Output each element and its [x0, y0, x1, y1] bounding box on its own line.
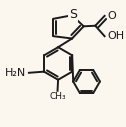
Text: S: S [69, 8, 77, 21]
Text: H₂N: H₂N [5, 68, 26, 78]
Text: OH: OH [107, 31, 125, 41]
Text: O: O [107, 11, 116, 21]
Text: CH₃: CH₃ [49, 92, 66, 101]
